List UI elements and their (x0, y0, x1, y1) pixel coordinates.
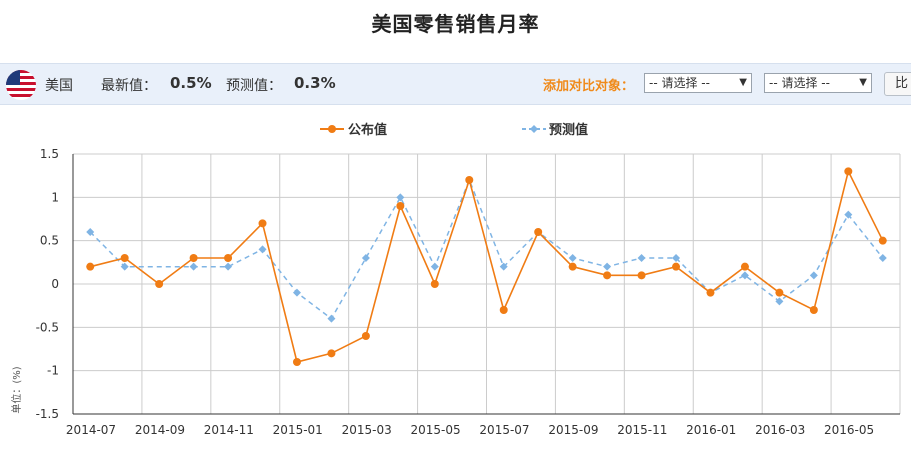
x-tick-label: 2014-07 (66, 423, 116, 437)
x-tick-label: 2016-03 (755, 423, 805, 437)
us-flag-icon (6, 70, 36, 100)
data-point-actual[interactable] (258, 219, 267, 228)
x-tick-label: 2015-01 (273, 423, 323, 437)
x-tick-label: 2014-09 (135, 423, 185, 437)
data-point-actual[interactable] (603, 271, 612, 280)
latest-value-label: 最新值： (101, 78, 157, 94)
y-tick-label: -1.5 (36, 407, 59, 421)
dropdown-arrow-icon: ▼ (739, 77, 747, 88)
data-point-actual[interactable] (155, 280, 164, 288)
y-tick-label: 0.5 (40, 234, 59, 248)
legend-item-actual[interactable]: 公布值 (320, 122, 387, 138)
data-point-actual[interactable] (396, 202, 405, 210)
y-tick-label: 1.5 (40, 147, 59, 161)
data-point-actual[interactable] (775, 288, 784, 297)
toolbar: 美国 最新值： 0.5% 预测值： 0.3% 添加对比对象： -- 请选择 --… (0, 63, 911, 105)
data-point-actual[interactable] (637, 271, 646, 280)
x-tick-label: 2014-11 (204, 423, 254, 437)
x-tick-label: 2016-01 (686, 423, 736, 437)
x-tick-label: 2015-09 (548, 423, 598, 437)
data-point-forecast[interactable] (292, 288, 301, 297)
compare-button[interactable]: 比 (884, 72, 911, 96)
data-point-actual[interactable] (465, 176, 474, 184)
compare-select-1[interactable]: -- 请选择 -- ▼ (644, 73, 752, 93)
latest-value: 0.5% (170, 74, 212, 92)
data-point-forecast[interactable] (844, 210, 853, 219)
forecast-value-label: 预测值： (226, 78, 282, 94)
legend-label-forecast: 预测值 (549, 122, 588, 138)
dropdown-arrow-icon: ▼ (859, 77, 867, 88)
data-point-forecast[interactable] (672, 254, 681, 262)
data-point-actual[interactable] (292, 358, 301, 366)
x-tick-label: 2015-11 (617, 423, 667, 437)
x-tick-label: 2015-07 (479, 423, 529, 437)
y-tick-label: 0 (51, 277, 59, 291)
data-point-actual[interactable] (189, 254, 198, 262)
y-axis-ticks: 1.5 1 0.5 0 -0.5 -1 -1.5 (36, 147, 59, 421)
data-point-actual[interactable] (224, 254, 233, 262)
data-point-forecast[interactable] (396, 193, 405, 202)
page-title: 美国零售销售月率 (371, 12, 540, 36)
x-tick-label: 2015-05 (411, 423, 461, 437)
data-point-actual[interactable] (361, 332, 370, 340)
data-point-actual[interactable] (120, 254, 129, 262)
data-point-actual[interactable] (878, 236, 887, 245)
data-point-forecast[interactable] (637, 254, 646, 262)
y-tick-label: -1 (47, 364, 59, 378)
data-point-actual[interactable] (430, 280, 439, 288)
data-point-actual[interactable] (499, 306, 508, 314)
line-chart: 公布值 预测值 1.510.50-0.5-1-1.5 2014-07 2014-0… (10, 122, 901, 437)
data-point-actual[interactable] (740, 262, 749, 271)
data-point-forecast[interactable] (361, 254, 370, 262)
data-point-actual[interactable] (672, 262, 681, 271)
series-line-actual (90, 168, 884, 363)
data-point-forecast[interactable] (568, 254, 577, 262)
data-point-forecast[interactable] (86, 228, 95, 236)
data-point-forecast[interactable] (740, 271, 749, 280)
data-point-forecast[interactable] (775, 297, 784, 306)
data-point-forecast[interactable] (224, 262, 233, 271)
data-point-forecast[interactable] (603, 262, 612, 271)
data-point-actual[interactable] (86, 262, 95, 271)
data-point-actual[interactable] (809, 306, 818, 314)
data-point-forecast[interactable] (327, 314, 336, 323)
country-name: 美国 (45, 78, 73, 94)
add-compare-label: 添加对比对象： (543, 79, 635, 94)
data-point-actual[interactable] (844, 167, 853, 176)
y-axis-label: 单位：(%) (10, 366, 23, 413)
data-point-forecast[interactable] (120, 262, 129, 271)
x-axis-ticks: 2014-07 2014-09 2014-11 2015-01 2015-03 2015-… (66, 423, 874, 437)
y-tick-label: 1 (51, 190, 59, 204)
x-tick-label: 2016-05 (824, 423, 874, 437)
data-point-forecast[interactable] (189, 262, 198, 271)
legend-item-forecast[interactable]: 预测值 (522, 122, 588, 138)
data-point-forecast[interactable] (878, 254, 887, 262)
chart-legend[interactable]: 公布值 预测值 (320, 122, 588, 138)
compare-select-2[interactable]: -- 请选择 -- ▼ (764, 73, 872, 93)
chart-grid (72, 153, 901, 415)
y-tick-label: -0.5 (36, 320, 59, 334)
data-point-forecast[interactable] (430, 262, 439, 271)
series-actual (86, 167, 887, 366)
forecast-value: 0.3% (294, 74, 336, 92)
data-point-forecast[interactable] (809, 271, 818, 280)
compare-select-2-value: -- 请选择 -- (769, 76, 830, 90)
legend-label-actual: 公布值 (348, 122, 387, 138)
compare-select-1-value: -- 请选择 -- (649, 76, 710, 90)
data-point-actual[interactable] (534, 228, 543, 236)
data-point-actual[interactable] (327, 349, 336, 358)
data-point-forecast[interactable] (499, 262, 508, 271)
data-point-actual[interactable] (568, 262, 577, 271)
data-point-actual[interactable] (706, 288, 715, 297)
data-point-forecast[interactable] (258, 245, 267, 254)
x-tick-label: 2015-03 (342, 423, 392, 437)
